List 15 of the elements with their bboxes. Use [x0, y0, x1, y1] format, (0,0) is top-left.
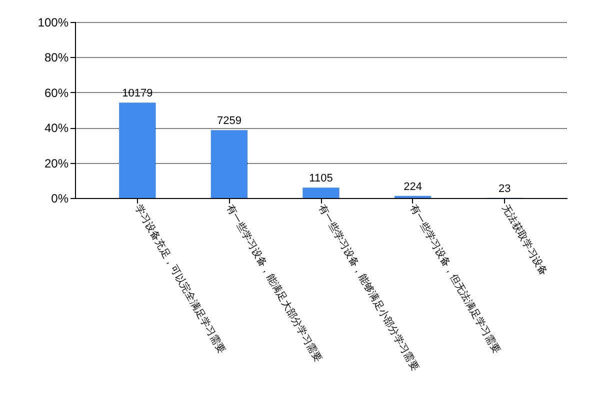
bar [119, 102, 156, 198]
y-tick-label: 60% [44, 86, 69, 100]
annotation: 7259 [216, 115, 242, 128]
x-tick-label: 无法获取学习设备 [499, 202, 550, 278]
y-tick-label: 40% [44, 121, 69, 136]
y-tick-label: 80% [44, 50, 69, 65]
x-tick-label: 学习设备充足，可以完全满足学习需要 [132, 202, 228, 356]
annotation: 1105 [309, 172, 333, 185]
annotation: 23 [498, 182, 511, 195]
y-tick-label: 0% [51, 192, 69, 206]
y-tick-label: 100% [38, 16, 69, 30]
annotation: 224 [404, 180, 422, 193]
bar [302, 188, 340, 198]
bar [210, 130, 248, 198]
y-tick-label: 20% [44, 156, 69, 170]
